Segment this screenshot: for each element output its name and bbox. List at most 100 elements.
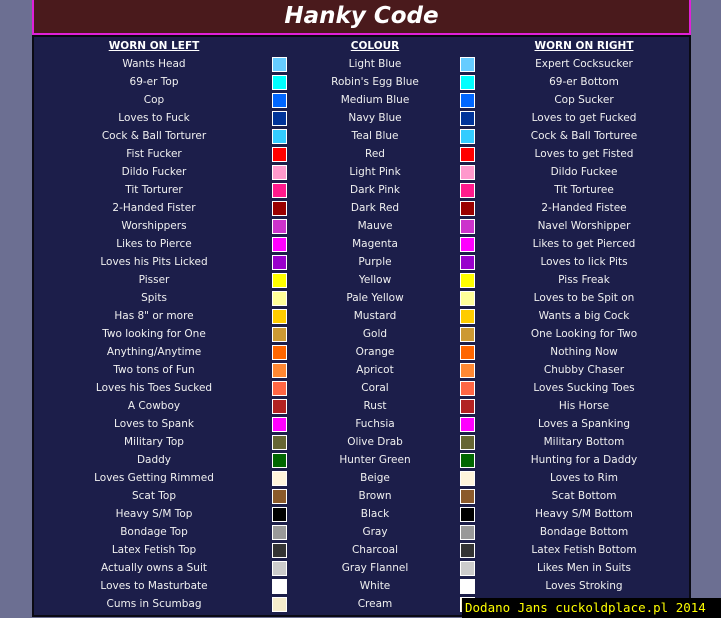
- colour-swatch-left: [272, 417, 287, 432]
- colour-swatch-left: [272, 345, 287, 360]
- table-row: Wants Head Light Blue Expert Cocksucker: [34, 55, 689, 73]
- worn-left-meaning: Military Top: [124, 436, 184, 448]
- colour-name: Mauve: [357, 220, 393, 232]
- colour-name: Mustard: [353, 310, 397, 322]
- header-colour: COLOUR: [350, 40, 400, 52]
- colour-swatch-left: [272, 129, 287, 144]
- worn-left-meaning: Worshippers: [121, 220, 187, 232]
- worn-right-meaning: Loves to lick Pits: [540, 256, 628, 268]
- colour-swatch-right: [460, 219, 475, 234]
- worn-right-meaning: His Horse: [558, 400, 610, 412]
- colour-name: Orange: [355, 346, 395, 358]
- worn-left-meaning: Daddy: [136, 454, 172, 466]
- colour-name: Cream: [357, 598, 393, 610]
- header-worn-on-left: WORN ON LEFT: [108, 40, 200, 52]
- worn-left-meaning: Loves his Pits Licked: [100, 256, 208, 268]
- table-row: Daddy Hunter Green Hunting for a Daddy: [34, 451, 689, 469]
- colour-swatch-right: [460, 507, 475, 522]
- colour-name: Olive Drab: [347, 436, 403, 448]
- table-row: Anything/Anytime Orange Nothing Now: [34, 343, 689, 361]
- table-row: Cop Medium Blue Cop Sucker: [34, 91, 689, 109]
- table-row: Military Top Olive Drab Military Bottom: [34, 433, 689, 451]
- worn-right-meaning: Hunting for a Daddy: [530, 454, 638, 466]
- table-row: Cums in Scumbag Cream: [34, 595, 689, 613]
- worn-left-meaning: A Cowboy: [127, 400, 181, 412]
- colour-name: Navy Blue: [348, 112, 402, 124]
- colour-name: Apricot: [356, 364, 394, 376]
- colour-swatch-right: [460, 453, 475, 468]
- colour-swatch-left: [272, 579, 287, 594]
- worn-left-meaning: Loves to Fuck: [118, 112, 190, 124]
- worn-right-meaning: Likes to get Pierced: [532, 238, 636, 250]
- table-row: Two looking for One Gold One Looking for…: [34, 325, 689, 343]
- worn-left-meaning: Loves to Masturbate: [100, 580, 208, 592]
- worn-right-meaning: Cop Sucker: [554, 94, 614, 106]
- colour-swatch-right: [460, 147, 475, 162]
- colour-swatch-right: [460, 75, 475, 90]
- colour-name: Beige: [360, 472, 390, 484]
- colour-name: Coral: [361, 382, 389, 394]
- worn-right-meaning: Heavy S/M Bottom: [535, 508, 633, 520]
- colour-name: White: [359, 580, 391, 592]
- colour-name: Robin's Egg Blue: [331, 76, 419, 88]
- worn-left-meaning: Bondage Top: [120, 526, 188, 538]
- worn-right-meaning: Piss Freak: [558, 274, 610, 286]
- colour-swatch-right: [460, 489, 475, 504]
- colour-swatch-right: [460, 165, 475, 180]
- worn-right-meaning: Likes Men in Suits: [537, 562, 631, 574]
- worn-right-meaning: Dildo Fuckee: [550, 166, 618, 178]
- worn-right-meaning: Loves to get Fucked: [531, 112, 637, 124]
- worn-right-meaning: Wants a big Cock: [538, 310, 630, 322]
- colour-swatch-left: [272, 255, 287, 270]
- colour-swatch-right: [460, 255, 475, 270]
- colour-swatch-left: [272, 219, 287, 234]
- colour-name: Medium Blue: [340, 94, 410, 106]
- worn-left-meaning: Scat Top: [131, 490, 177, 502]
- colour-name: Gold: [362, 328, 388, 340]
- table-row: Loves his Pits Licked Purple Loves to li…: [34, 253, 689, 271]
- worn-left-meaning: 2-Handed Fister: [112, 202, 196, 214]
- worn-right-meaning: 69-er Bottom: [549, 76, 619, 88]
- worn-left-meaning: Two looking for One: [102, 328, 206, 340]
- worn-right-meaning: 2-Handed Fistee: [541, 202, 627, 214]
- colour-swatch-right: [460, 345, 475, 360]
- colour-name: Rust: [363, 400, 387, 412]
- colour-swatch-right: [460, 399, 475, 414]
- worn-right-meaning: Bondage Bottom: [539, 526, 629, 538]
- colour-swatch-left: [272, 183, 287, 198]
- colour-name: Charcoal: [351, 544, 399, 556]
- worn-left-meaning: Tit Torturer: [125, 184, 183, 196]
- worn-left-meaning: Has 8" or more: [114, 310, 194, 322]
- colour-swatch-right: [460, 435, 475, 450]
- worn-right-meaning: Navel Worshipper: [537, 220, 631, 232]
- colour-swatch-left: [272, 399, 287, 414]
- colour-swatch-left: [272, 471, 287, 486]
- colour-swatch-left: [272, 597, 287, 612]
- colour-name: Brown: [358, 490, 392, 502]
- hanky-code-table: WORN ON LEFT COLOUR WORN ON RIGHT Wants …: [32, 35, 691, 617]
- colour-swatch-right: [460, 273, 475, 288]
- worn-right-meaning: Loves Stroking: [545, 580, 623, 592]
- colour-name: Purple: [358, 256, 392, 268]
- table-row: Spits Pale Yellow Loves to be Spit on: [34, 289, 689, 307]
- worn-left-meaning: Heavy S/M Top: [115, 508, 193, 520]
- table-row: Latex Fetish Top Charcoal Latex Fetish B…: [34, 541, 689, 559]
- colour-swatch-right: [460, 57, 475, 72]
- colour-name: Yellow: [358, 274, 392, 286]
- colour-swatch-left: [272, 453, 287, 468]
- colour-swatch-left: [272, 291, 287, 306]
- header-worn-on-right: WORN ON RIGHT: [534, 40, 634, 52]
- colour-name: Magenta: [352, 238, 398, 250]
- worn-left-meaning: Loves to Spank: [114, 418, 194, 430]
- table-row: Loves Getting Rimmed Beige Loves to Rim: [34, 469, 689, 487]
- worn-left-meaning: Cock & Ball Torturer: [101, 130, 207, 142]
- worn-left-meaning: 69-er Top: [129, 76, 179, 88]
- table-row: Fist Fucker Red Loves to get Fisted: [34, 145, 689, 163]
- colour-name: Teal Blue: [351, 130, 399, 142]
- colour-swatch-left: [272, 111, 287, 126]
- table-row: Loves to Spank Fuchsia Loves a Spanking: [34, 415, 689, 433]
- worn-right-meaning: Tit Torturee: [554, 184, 614, 196]
- table-row: Bondage Top Gray Bondage Bottom: [34, 523, 689, 541]
- colour-swatch-right: [460, 111, 475, 126]
- colour-swatch-left: [272, 201, 287, 216]
